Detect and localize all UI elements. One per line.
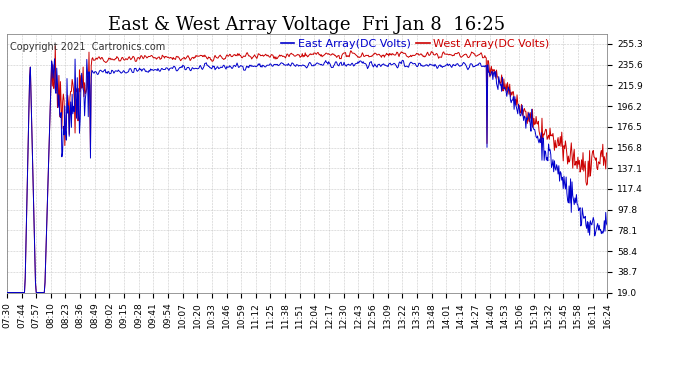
- Legend: East Array(DC Volts), West Array(DC Volts): East Array(DC Volts), West Array(DC Volt…: [281, 39, 549, 49]
- Text: Copyright 2021  Cartronics.com: Copyright 2021 Cartronics.com: [10, 42, 165, 51]
- Title: East & West Array Voltage  Fri Jan 8  16:25: East & West Array Voltage Fri Jan 8 16:2…: [108, 16, 506, 34]
